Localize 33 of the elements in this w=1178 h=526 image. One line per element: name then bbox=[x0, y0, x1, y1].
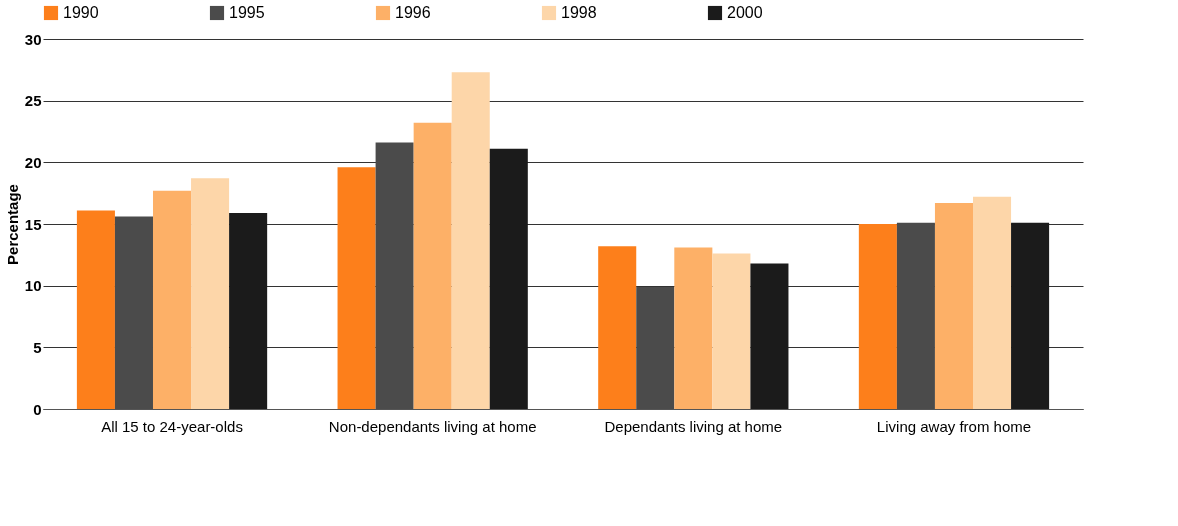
bar bbox=[413, 122, 452, 409]
y-tick-label: 5 bbox=[33, 338, 42, 356]
y-tick-label: 30 bbox=[24, 30, 42, 48]
legend-label: 1996 bbox=[395, 4, 431, 21]
x-tick-label: Non-dependants living at home bbox=[328, 417, 537, 435]
x-tick-label: Dependants living at home bbox=[604, 417, 783, 435]
bar bbox=[337, 167, 376, 409]
y-tick-label: 0 bbox=[33, 400, 42, 418]
bar bbox=[489, 148, 528, 409]
bar bbox=[1011, 222, 1050, 409]
bar bbox=[76, 210, 115, 409]
bar bbox=[750, 263, 789, 409]
bar bbox=[598, 246, 637, 409]
x-tick-label: All 15 to 24-year-olds bbox=[101, 417, 243, 435]
y-tick-label: 15 bbox=[24, 215, 42, 233]
legend-label: 1998 bbox=[561, 4, 597, 21]
bar bbox=[191, 178, 230, 409]
y-tick-label: 10 bbox=[24, 277, 42, 295]
bar bbox=[674, 247, 713, 409]
legend-label: 2000 bbox=[727, 4, 763, 21]
legend-label: 1990 bbox=[63, 4, 99, 21]
bar bbox=[712, 253, 751, 409]
y-tick-label: 20 bbox=[24, 153, 42, 171]
legend-label: 1995 bbox=[229, 4, 265, 21]
bar bbox=[858, 224, 897, 409]
y-axis-title: Percentage bbox=[3, 184, 21, 265]
bar bbox=[451, 72, 490, 409]
bar bbox=[973, 196, 1012, 409]
x-tick-label: Living away from home bbox=[876, 417, 1032, 435]
bar bbox=[229, 212, 268, 409]
bar bbox=[152, 190, 192, 409]
y-tick-label: 25 bbox=[24, 92, 42, 110]
bar bbox=[934, 203, 974, 409]
